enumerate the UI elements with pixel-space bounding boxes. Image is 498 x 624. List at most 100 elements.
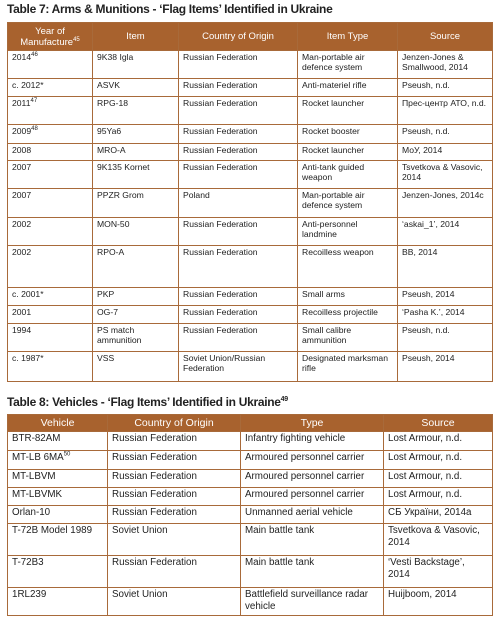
- cell-text: ВВ, 2014: [402, 247, 438, 257]
- table-row: 1RL239 Soviet Union Battlefield surveillan…: [7, 587, 493, 616]
- cell-text: Russian Federation: [112, 557, 197, 568]
- table-cell: Unmanned aerial vehicle: [240, 505, 384, 524]
- cell-text: Poland: [183, 190, 210, 200]
- table-cell: Rocket launcher: [297, 143, 398, 161]
- cell-text: 1994: [12, 325, 32, 335]
- table-cell: Soviet Union: [107, 587, 241, 616]
- cell-text: Battlefield surveillance radar vehicle: [245, 589, 369, 612]
- cell-text: PS match ammunition: [97, 325, 142, 345]
- cell-text: Infantry fighting vehicle: [245, 433, 346, 444]
- table-cell: OG-7: [92, 305, 179, 324]
- header-row: Vehicle Country of Origin Type Source: [7, 414, 493, 432]
- cell-text: Anti-materiel rifle: [302, 80, 367, 90]
- cell-text: Russian Federation: [183, 80, 258, 90]
- table-cell: Main battle tank: [240, 555, 384, 588]
- cell-text: Russian Federation: [183, 98, 258, 108]
- table-cell: ВВ, 2014: [397, 245, 493, 288]
- footnote: 48: [31, 126, 38, 133]
- column-header: Country of Origin: [178, 22, 298, 51]
- table-row: 2002 MON-50 Russian Federation Anti-personn…: [7, 217, 493, 246]
- cell-text: MRO-A: [97, 145, 126, 155]
- cell-text: MT-LBVMK: [12, 489, 63, 500]
- table-cell: Soviet Union/Russian Federation: [178, 351, 298, 382]
- table-cell: Pseush, n.d.: [397, 78, 493, 97]
- cell-text: Russian Federation: [112, 471, 197, 482]
- cell-text: Soviet Union/Russian Federation: [183, 353, 266, 373]
- table-row: 2002 RPO-A Russian Federation Recoilless we…: [7, 245, 493, 288]
- column-header: Source: [383, 414, 493, 432]
- cell-text: Russian Federation: [112, 433, 197, 444]
- table-cell: Russian Federation: [178, 287, 298, 306]
- cell-text: VSS: [97, 353, 115, 363]
- cell-text: Russian Federation: [112, 452, 197, 463]
- table-cell: ‘askai_1’, 2014: [397, 217, 493, 246]
- cell-text: Rocket booster: [302, 126, 360, 136]
- table-cell: Russian Federation: [178, 305, 298, 324]
- cell-text: Anti-personnel landmine: [302, 219, 358, 239]
- cell-text: RPG-18: [97, 98, 129, 108]
- table-cell: c. 1987*: [7, 351, 93, 382]
- table-row: Orlan-10 Russian Federation Unmanned aeria…: [7, 505, 493, 524]
- column-header: Item: [92, 22, 179, 51]
- table-row: c. 1987* VSS Soviet Union/Russian Federati…: [7, 351, 493, 382]
- cell-text: Main battle tank: [245, 525, 315, 536]
- cell-text: Tsvetkova & Vasovic, 2014: [402, 162, 483, 182]
- table-cell: Soviet Union: [107, 523, 241, 556]
- table-row: BTR-82AM Russian Federation Infantry fight…: [7, 431, 493, 451]
- table-cell: 201446: [7, 50, 93, 79]
- table-cell: 2007: [7, 188, 93, 218]
- cell-text: Armoured personnel carrier: [245, 471, 365, 482]
- table-cell: Anti-tank guided weapon: [297, 160, 398, 189]
- cell-text: ASVK: [97, 80, 120, 90]
- table-cell: МоУ, 2014: [397, 143, 493, 161]
- table-cell: BTR-82AM: [7, 431, 108, 451]
- table-cell: Small arms: [297, 287, 398, 306]
- table-row: MT-LBVMK Russian Federation Armoured perso…: [7, 487, 493, 506]
- table-row: 2007 PPZR Grom Poland Man-portable air defe…: [7, 188, 493, 218]
- table-cell: Russian Federation: [178, 323, 298, 352]
- cell-text: Recoilless projectile: [302, 307, 378, 317]
- table-cell: Pseush, n.d.: [397, 124, 493, 144]
- table-cell: 2001: [7, 305, 93, 324]
- cell-text: Jenzen-Jones & Smallwood, 2014: [402, 52, 468, 72]
- table-cell: c. 2012*: [7, 78, 93, 97]
- table-row: 201446 9K38 Igla Russian Federation Man-por…: [7, 50, 493, 79]
- table-cell: Armoured personnel carrier: [240, 469, 384, 488]
- table-cell: Rocket launcher: [297, 96, 398, 125]
- table-cell: СБ України, 2014a: [383, 505, 493, 524]
- cell-text: BTR-82AM: [12, 433, 61, 444]
- table-row: 200948 95Ya6 Russian Federation Rocket boos…: [7, 124, 493, 144]
- arms-table: Year of Manufacture45 Item Country of Orig…: [7, 22, 493, 382]
- table-cell: Jenzen-Jones, 2014c: [397, 188, 493, 218]
- cell-text: 2011: [12, 98, 31, 108]
- header-row: Year of Manufacture45 Item Country of Orig…: [7, 22, 493, 51]
- table-row: T-72B Model 1989 Soviet Union Main battle …: [7, 523, 493, 556]
- cell-text: Jenzen-Jones, 2014c: [402, 190, 484, 200]
- column-header: Year of Manufacture45: [7, 22, 93, 51]
- table-cell: Russian Federation: [107, 487, 241, 506]
- cell-text: Man-portable air defence system: [302, 190, 365, 210]
- cell-text: Orlan-10: [12, 507, 51, 518]
- table-row: T-72B3 Russian Federation Main battle tank…: [7, 555, 493, 588]
- header-text: Item: [126, 31, 145, 42]
- cell-text: Soviet Union: [112, 589, 168, 600]
- table-cell: Russian Federation: [107, 555, 241, 588]
- cell-text: Pseush, 2014: [402, 353, 455, 363]
- table-cell: T-72B3: [7, 555, 108, 588]
- table-cell: Russian Federation: [107, 450, 241, 470]
- table-cell: Pseush, 2014: [397, 287, 493, 306]
- cell-text: Lost Armour, n.d.: [388, 471, 463, 482]
- table-cell: Russian Federation: [107, 469, 241, 488]
- cell-text: Main battle tank: [245, 557, 315, 568]
- cell-text: Russian Federation: [183, 325, 258, 335]
- cell-text: c. 2012*: [12, 80, 44, 90]
- cell-text: Russian Federation: [183, 219, 258, 229]
- table-title: Table 7: Arms & Munitions - ‘Flag Items’…: [7, 2, 333, 16]
- table-cell: 1RL239: [7, 587, 108, 616]
- cell-text: 2014: [12, 52, 32, 62]
- table-cell: MRO-A: [92, 143, 179, 161]
- table-cell: Pseush, n.d.: [397, 323, 493, 352]
- cell-text: RPO-A: [97, 247, 125, 257]
- table-cell: Прес-центр АТО, n.d.: [397, 96, 493, 125]
